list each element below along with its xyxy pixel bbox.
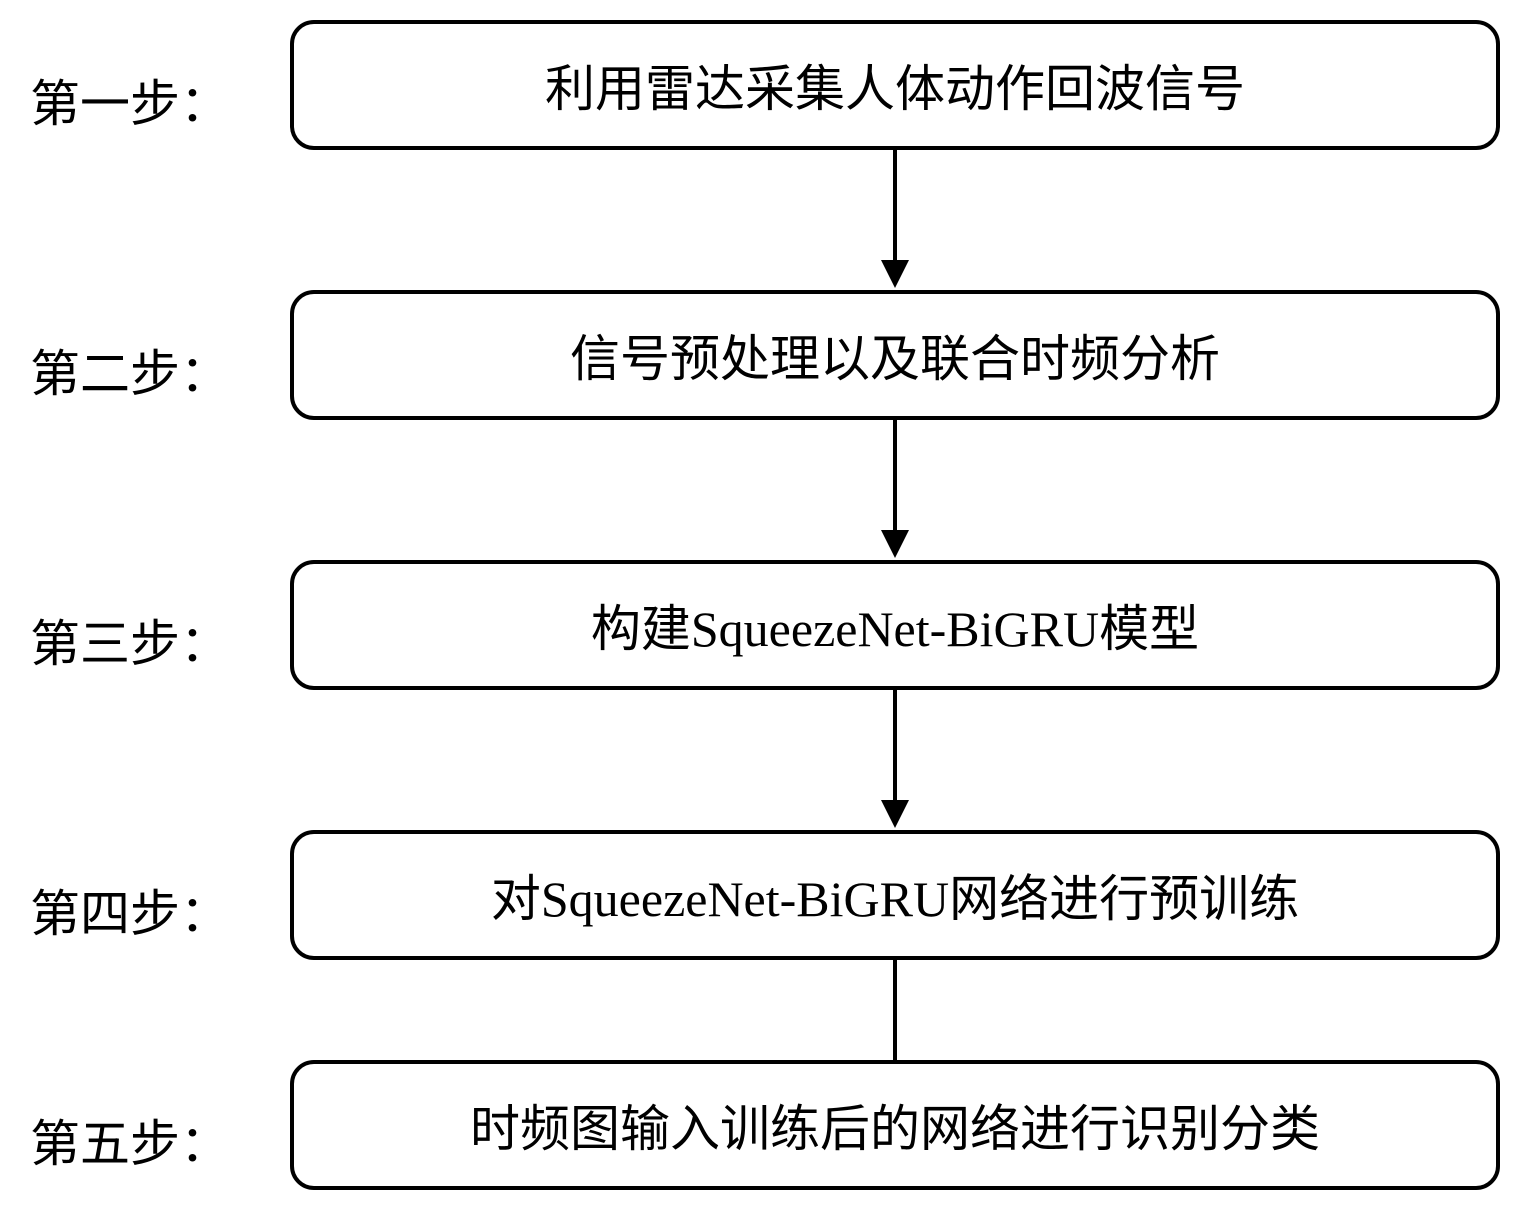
- step-label-2: 第二步：: [30, 334, 230, 406]
- step-box-4: 对SqueezeNet-BiGRU网络进行预训练: [290, 830, 1500, 960]
- arrow-line: [893, 420, 897, 532]
- arrow-3: [881, 690, 909, 828]
- step-content-5: 时频图输入训练后的网络进行识别分类: [470, 1089, 1320, 1161]
- arrow-2: [881, 420, 909, 558]
- step-label-1: 第一步：: [30, 64, 230, 136]
- arrow-line: [893, 150, 897, 262]
- step-content-1: 利用雷达采集人体动作回波信号: [545, 49, 1245, 121]
- step-box-2: 信号预处理以及联合时频分析: [290, 290, 1500, 420]
- arrow-head-icon: [881, 530, 909, 558]
- arrow-head-icon: [881, 260, 909, 288]
- step-content-3: 构建SqueezeNet-BiGRU模型: [591, 589, 1199, 661]
- arrow-head-icon: [881, 800, 909, 828]
- step-content-4: 对SqueezeNet-BiGRU网络进行预训练: [491, 859, 1299, 931]
- step-box-1: 利用雷达采集人体动作回波信号: [290, 20, 1500, 150]
- arrow-line: [893, 960, 897, 1072]
- step-label-4: 第四步：: [30, 874, 230, 946]
- step-label-3: 第三步：: [30, 604, 230, 676]
- arrow-1: [881, 150, 909, 288]
- step-content-2: 信号预处理以及联合时频分析: [570, 319, 1220, 391]
- step-label-5: 第五步：: [30, 1104, 230, 1176]
- step-box-3: 构建SqueezeNet-BiGRU模型: [290, 560, 1500, 690]
- arrow-line: [893, 690, 897, 802]
- step-box-5: 时频图输入训练后的网络进行识别分类: [290, 1060, 1500, 1190]
